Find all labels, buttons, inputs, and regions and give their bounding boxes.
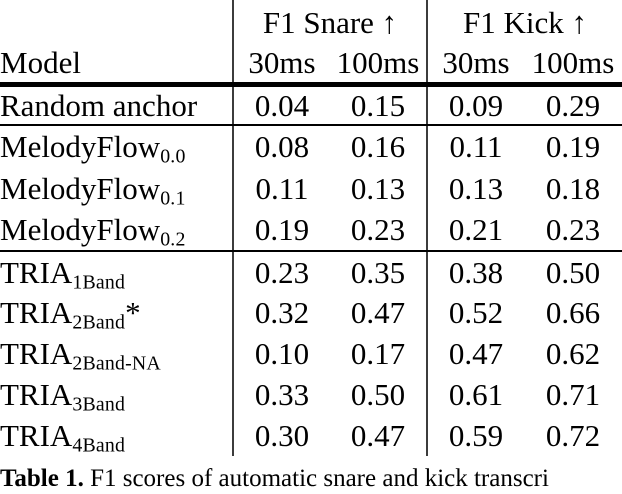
- cell-value: 0.52: [426, 292, 525, 333]
- cell-value: 0.18: [545, 170, 601, 206]
- table-row-melodyflow-0.2: MelodyFlow0.2 0.19 0.23 0.21 0.23: [0, 209, 622, 252]
- cell-value: 0.33: [232, 374, 330, 415]
- table-row-random-anchor: Random anchor 0.04 0.15 0.09 0.29: [0, 84, 622, 126]
- cell-value: 0.19: [232, 209, 330, 252]
- table-row-tria-3band: TRIA3Band 0.33 0.50 0.61 0.71: [0, 374, 622, 415]
- cell-value: 0.21: [426, 209, 525, 252]
- model-name: MelodyFlow0.1: [0, 170, 186, 210]
- cell-value: 0.04: [232, 84, 330, 126]
- table-row-tria-2band-na: TRIA2Band-NA 0.10 0.17 0.47 0.62: [0, 333, 622, 374]
- cell-value: 0.23: [524, 209, 622, 252]
- cell-value: 0.62: [545, 336, 601, 371]
- cell-value: 0.15: [330, 84, 428, 126]
- cell-value: 0.13: [426, 167, 525, 209]
- cell-value: 0.71: [545, 377, 601, 412]
- col-kick-30ms: 30ms: [426, 44, 525, 87]
- model-name: TRIA4Band: [0, 418, 126, 457]
- model-name: TRIA2Band*: [0, 295, 141, 334]
- cell-value: 0.23: [232, 251, 330, 292]
- col-group-f1-snare: F1 Snare ↑: [231, 0, 428, 44]
- model-name: TRIA3Band: [0, 377, 126, 416]
- model-name: Random anchor: [0, 84, 233, 126]
- cell-value: 0.72: [545, 418, 601, 453]
- col-kick-100ms: 100ms: [524, 44, 622, 87]
- cell-value: 0.11: [232, 167, 330, 209]
- cell-value: 0.47: [426, 333, 525, 374]
- cell-value: 0.66: [545, 295, 601, 330]
- cell-value: 0.50: [545, 254, 601, 290]
- cell-value: 0.09: [426, 84, 525, 126]
- cell-value: 0.47: [350, 418, 406, 453]
- cell-value: 0.16: [350, 129, 406, 164]
- table-row-tria-2band: TRIA2Band* 0.32 0.47 0.52 0.66: [0, 292, 622, 333]
- results-table: F1 Snare ↑ F1 Kick ↑ Model 30ms 100ms 30…: [0, 0, 622, 456]
- col-snare-30ms: 30ms: [232, 44, 330, 87]
- cell-value: 0.17: [350, 336, 406, 371]
- cell-value: 0.38: [426, 251, 525, 292]
- cell-value: 0.61: [426, 374, 525, 415]
- table-caption: Table 1. F1 scores of automatic snare an…: [0, 463, 622, 494]
- model-name: MelodyFlow0.0: [0, 129, 186, 168]
- model-name: TRIA2Band-NA: [0, 336, 161, 375]
- model-header-spacer: [0, 0, 233, 44]
- group-header-row: F1 Snare ↑ F1 Kick ↑: [0, 0, 622, 44]
- cell-value: 0.23: [330, 209, 428, 252]
- model-column-header: Model: [0, 44, 233, 87]
- cell-value: 0.08: [232, 125, 330, 167]
- cell-value: 0.11: [426, 125, 525, 167]
- cell-value: 0.30: [232, 415, 330, 456]
- cell-value: 0.13: [350, 170, 406, 206]
- cell-value: 0.47: [350, 295, 406, 330]
- table-row-tria-1band: TRIA1Band 0.23 0.35 0.38 0.50: [0, 251, 622, 292]
- cell-value: 0.32: [232, 292, 330, 333]
- cell-value: 0.10: [232, 333, 330, 374]
- cell-value: 0.50: [350, 377, 406, 412]
- table-row-tria-4band: TRIA4Band 0.30 0.47 0.59 0.72: [0, 415, 622, 456]
- cell-value: 0.35: [350, 254, 406, 290]
- model-name: MelodyFlow0.2: [0, 209, 233, 252]
- col-snare-100ms: 100ms: [330, 44, 428, 87]
- cell-value: 0.19: [545, 129, 601, 164]
- cell-value: 0.29: [524, 84, 622, 126]
- col-group-f1-kick: F1 Kick ↑: [426, 0, 622, 44]
- subheader-row: Model 30ms 100ms 30ms 100ms: [0, 44, 622, 87]
- table-row-melodyflow-0.0: MelodyFlow0.0 0.08 0.16 0.11 0.19: [0, 125, 622, 167]
- cell-value: 0.59: [426, 415, 525, 456]
- model-name: TRIA1Band: [0, 254, 126, 294]
- table-row-melodyflow-0.1: MelodyFlow0.1 0.11 0.13 0.13 0.18: [0, 167, 622, 209]
